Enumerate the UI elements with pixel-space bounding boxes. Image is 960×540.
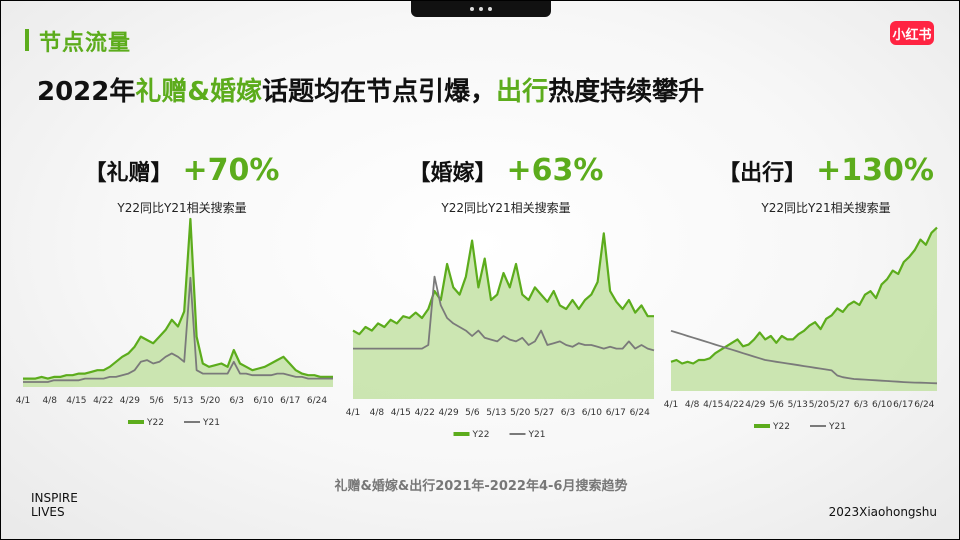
headline-highlight: 礼赠&婚嫁: [135, 77, 263, 107]
x-tick-label: 5/20: [200, 396, 220, 406]
x-tick-label: 6/10: [253, 396, 273, 406]
x-tick-label: 5/20: [809, 400, 829, 410]
legend-label: Y22: [472, 430, 490, 440]
chart-gifts: 4/1 4/8 4/15 4/22 4/29 5/6 5/13 5/20 6/3 6/10 6/17…: [16, 217, 333, 428]
dot-icon: [479, 7, 483, 11]
x-tick-label: 5/27: [830, 400, 850, 410]
legend-label: Y22: [146, 418, 164, 428]
series-line-Y21: [23, 276, 333, 383]
chart-growth: +63%: [506, 153, 604, 188]
x-tick-label: 4/15: [66, 396, 86, 406]
x-tick-label: 6/17: [893, 400, 913, 410]
chart-caption: 礼赠&婚嫁&出行2021年-2022年4-6月搜索趋势: [334, 479, 628, 494]
chart-subtitle: Y22同比Y21相关搜索量: [441, 201, 571, 215]
slogan-line: INSPIRE: [31, 491, 78, 505]
chart-growth: +70%: [182, 153, 280, 188]
x-tick-label: 4/22: [415, 408, 435, 418]
chart-panel-gifts: 【礼赠】 +70% Y22同比Y21相关搜索量 4/1 4/8 4/15 4/22 4/2…: [16, 149, 347, 449]
series-line-Y22: [352, 232, 654, 336]
x-tick-label: 4/15: [703, 400, 723, 410]
x-tick-label: 6/24: [307, 396, 327, 406]
legend-label: Y21: [528, 430, 546, 440]
series-line-Y22: [23, 217, 333, 380]
x-tick-label: 4/1: [16, 396, 30, 406]
x-tick-label: 4/29: [745, 400, 765, 410]
x-tick-label: 4/1: [346, 408, 360, 418]
x-tick-label: 6/24: [914, 400, 934, 410]
x-tick-label: 5/20: [510, 408, 530, 418]
chart-panel-wedding: 【婚嫁】 +63% Y22同比Y21相关搜索量 4/1 4/8 4/15 4/22 4/2…: [341, 149, 671, 449]
x-tick-label: 5/13: [788, 400, 808, 410]
x-tick-label: 6/3: [854, 400, 868, 410]
chart-title: 【婚嫁】 +63%: [341, 153, 671, 188]
chart-panel-travel: 【出行】 +130% Y22同比Y21相关搜索量 4/1 4/8 4/15 4/22 4/…: [661, 149, 960, 449]
series-line-Y21: [670, 329, 938, 385]
x-tick-label: 5/13: [173, 396, 193, 406]
x-tick-label: 5/27: [534, 408, 554, 418]
x-tick-label: 6/3: [230, 396, 244, 406]
xiaohongshu-logo: 小红书: [890, 21, 934, 45]
headline-highlight: 出行: [496, 77, 549, 107]
legend-label: Y21: [828, 422, 846, 432]
x-tick-label: 6/10: [872, 400, 892, 410]
chart-category: 【礼赠】: [84, 161, 173, 186]
copyright: 2023Xiaohongshu: [828, 505, 937, 519]
x-tick-label: 4/15: [391, 408, 411, 418]
series-area-Y22: [23, 219, 333, 387]
chart-category: 【婚嫁】: [408, 161, 497, 186]
chart-travel: 4/1 4/8 4/15 4/22 4/29 5/6 5/13 5/20 5/27 6/3 6/10…: [664, 226, 938, 432]
headline: 2022年礼赠&婚嫁话题均在节点引爆，出行热度持续攀升: [37, 71, 704, 108]
slogan: INSPIRE LIVES: [31, 491, 78, 519]
chart-subtitle: Y22同比Y21相关搜索量: [117, 201, 247, 215]
x-tick-label: 4/22: [724, 400, 744, 410]
headline-part: 热度持续攀升: [548, 77, 705, 107]
x-tick-label: 6/10: [582, 408, 602, 418]
window-handle[interactable]: [411, 1, 551, 17]
chart-title: 【出行】 +130%: [661, 153, 960, 188]
x-tick-label: 6/24: [630, 408, 650, 418]
chart-title: 【礼赠】 +70%: [17, 153, 347, 188]
chart-wedding: 4/1 4/8 4/15 4/22 4/29 5/6 5/13 5/20 5/27 6/3 6/10…: [346, 232, 655, 440]
x-tick-label: 4/8: [370, 408, 385, 418]
chart-growth: +130%: [816, 153, 934, 188]
series-line-Y21: [353, 275, 655, 352]
dot-icon: [470, 7, 474, 11]
x-tick-label: 4/29: [438, 408, 458, 418]
headline-part: 话题均在节点引爆，: [262, 77, 497, 107]
x-tick-label: 4/22: [93, 396, 113, 406]
chart-subtitle: Y22同比Y21相关搜索量: [761, 201, 891, 215]
x-tick-label: 4/8: [42, 396, 57, 406]
x-tick-label: 6/17: [280, 396, 300, 406]
legend-label: Y21: [202, 418, 220, 428]
x-tick-label: 4/8: [685, 400, 700, 410]
series-area-Y22: [671, 227, 937, 391]
series-area-Y22: [353, 233, 654, 399]
x-tick-label: 5/6: [769, 400, 784, 410]
series-line-Y22: [670, 226, 938, 365]
x-tick-label: 4/29: [120, 396, 140, 406]
x-tick-label: 6/17: [606, 408, 626, 418]
x-tick-label: 5/6: [149, 396, 164, 406]
slogan-line: LIVES: [31, 505, 65, 519]
headline-part: 2022年: [37, 77, 136, 107]
chart-category: 【出行】: [718, 161, 807, 186]
dot-icon: [488, 7, 492, 11]
x-tick-label: 4/1: [664, 400, 678, 410]
x-tick-label: 6/3: [561, 408, 575, 418]
section-marker: [25, 29, 29, 51]
section-title: 节点流量: [39, 31, 132, 56]
x-tick-label: 5/6: [465, 408, 480, 418]
legend-label: Y22: [772, 422, 790, 432]
x-tick-label: 5/13: [486, 408, 506, 418]
